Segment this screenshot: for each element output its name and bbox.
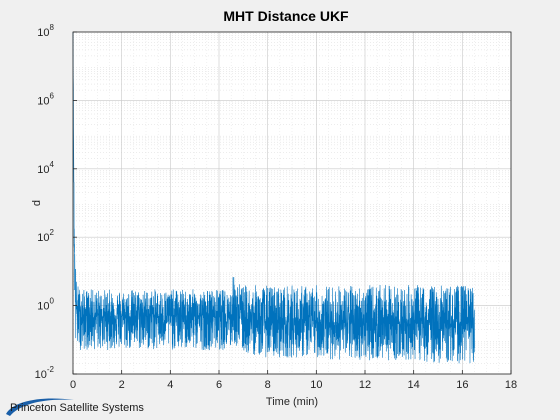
- y-tick-label: 104: [37, 160, 54, 176]
- axes-box: [72, 31, 512, 375]
- x-tick-label: 16: [456, 379, 468, 391]
- series-layer: [72, 31, 475, 364]
- series-line: [72, 31, 475, 364]
- y-axis-label: d: [31, 200, 43, 206]
- x-axis-label: Time (min): [266, 396, 318, 408]
- company-name: Princeton Satellite Systems: [10, 402, 144, 414]
- x-tick-label: 8: [265, 379, 271, 391]
- x-tick-label: 6: [216, 379, 222, 391]
- y-tick-label: 100: [37, 297, 54, 313]
- y-tick-label: 106: [37, 91, 54, 107]
- axes-frame: [72, 31, 512, 375]
- x-tick-label: 12: [359, 379, 371, 391]
- y-tick-label: 10-2: [35, 365, 55, 381]
- x-tick-label: 4: [167, 379, 173, 391]
- chart-title: MHT Distance UKF: [223, 8, 349, 24]
- company-logo: [6, 398, 74, 416]
- x-tick-label: 2: [119, 379, 125, 391]
- y-tick-label: 102: [37, 228, 54, 244]
- y-tick-label: 108: [37, 23, 54, 39]
- x-tick-label: 14: [408, 379, 420, 391]
- logo-swoosh-icon: [6, 398, 74, 416]
- x-tick-label: 18: [505, 379, 517, 391]
- x-tick-label: 10: [310, 379, 322, 391]
- x-tick-label: 0: [70, 379, 76, 391]
